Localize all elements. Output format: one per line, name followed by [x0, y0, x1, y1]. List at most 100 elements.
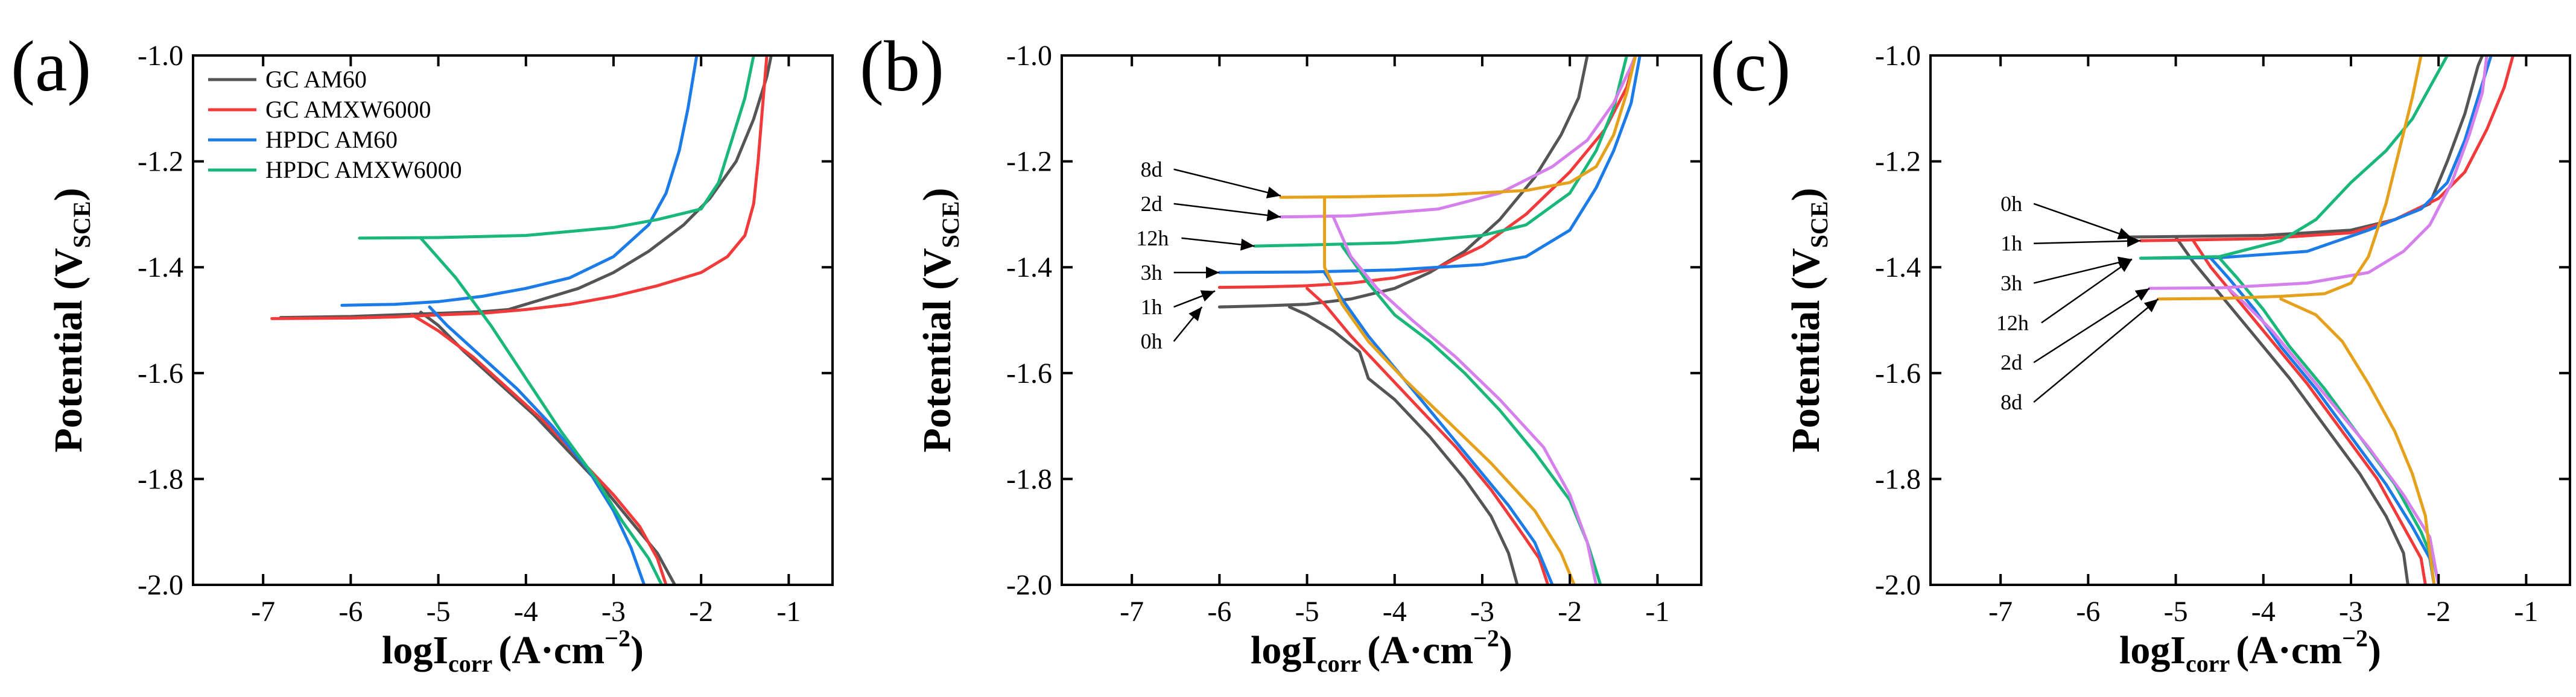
- x-axis-title-exponent: −2: [2342, 625, 2368, 652]
- series-group: [1217, 55, 1642, 585]
- x-tick-label: -5: [1295, 596, 1319, 628]
- annotation-arrow: [2033, 203, 2133, 239]
- annotation-label: 3h: [2000, 271, 2022, 295]
- y-tick-label: -1.8: [1875, 463, 1921, 495]
- annotation: 0h: [2000, 192, 2133, 239]
- annotation-arrow: [1173, 203, 1281, 221]
- annotation-arrow: [2033, 298, 2159, 403]
- chart-panel-c: (c) -7 -6 -5 -4 -3 -2 -1 -2.0 -1.8 -1.6 -1.4 -1.2 -1.…: [1710, 26, 2571, 677]
- x-axis-title: logIcorr (A·cm−2): [1251, 625, 1512, 677]
- series-group: [270, 55, 773, 585]
- y-tick-label: -2.0: [1875, 569, 1921, 601]
- y-axis-title: Potential (VSCE): [46, 188, 95, 453]
- annotation-label: 3h: [1141, 260, 1163, 285]
- y-tick-label: -1.4: [1006, 251, 1052, 283]
- annotation: 1h: [1141, 290, 1216, 319]
- annotation-label: 0h: [1141, 329, 1163, 353]
- plot-frame: [1929, 54, 2571, 586]
- y-tick-label: -1.2: [1875, 146, 1921, 178]
- series-line: [1279, 55, 1637, 219]
- x-axis-title-units: (A·cm: [498, 628, 604, 672]
- series-line: [2218, 256, 2440, 585]
- annotation-arrow: [2033, 288, 2150, 364]
- annotation-label: 1h: [2000, 232, 2022, 256]
- chart-panel-a: (a) -7 -6 -5 -4 -3 -2 -1 -2.0 -1.8 -1.6 -1.4 -1.2 -1.…: [11, 26, 834, 677]
- legend-label: HPDC AM60: [265, 126, 398, 153]
- series-line: [2139, 55, 2493, 260]
- annotation-label: 8d: [1141, 157, 1163, 181]
- series-line: [1217, 55, 1642, 274]
- annotation-arrow: [1173, 168, 1281, 198]
- annotation-label: 8d: [2000, 390, 2022, 414]
- x-tick-label: -4: [1383, 596, 1407, 628]
- x-axis-title-units: (A·cm: [2236, 628, 2342, 672]
- y-tick-label: -1.2: [138, 146, 183, 178]
- annotation: 8d: [1141, 157, 1281, 198]
- annotation-label: 12h: [1996, 311, 2029, 335]
- y-tick-label: -1.0: [138, 40, 183, 72]
- x-tick-label: -5: [2164, 596, 2188, 628]
- annotation-label: 0h: [2000, 192, 2022, 216]
- series-line: [1323, 271, 1554, 585]
- x-axis-title-exponent: −2: [1473, 625, 1499, 652]
- series-line: [1288, 305, 1519, 585]
- annotation: 2d: [1141, 192, 1281, 221]
- x-axis-title-close: ): [630, 628, 644, 672]
- y-tick-label: -1.8: [1006, 463, 1052, 495]
- annotation: 12h: [1136, 226, 1255, 251]
- x-axis-title-close: ): [1499, 628, 1512, 672]
- series-line: [1323, 195, 1576, 585]
- series-line: [1305, 286, 1550, 585]
- x-tick-label: -7: [251, 596, 275, 628]
- annotation-label: 1h: [1141, 295, 1163, 319]
- series-line: [2157, 55, 2423, 301]
- x-axis-title-exponent: −2: [604, 625, 630, 652]
- x-tick-label: -6: [2076, 596, 2100, 628]
- series-line: [1340, 244, 1602, 585]
- y-tick-label: -2.0: [1006, 569, 1052, 601]
- y-axis-title-close: ): [1784, 188, 1828, 201]
- annotation: 8d: [2000, 298, 2159, 414]
- y-tick-label: -1.4: [1875, 251, 1921, 283]
- y-tick-label: -1.8: [138, 463, 183, 495]
- annotation-arrow: [2041, 259, 2133, 324]
- annotation: 2d: [2000, 288, 2150, 374]
- y-axis-title-main: Potential (V: [46, 248, 90, 452]
- x-axis-title-main: logI: [382, 628, 448, 672]
- y-axis-title-main: Potential (V: [1784, 248, 1828, 452]
- annotation: 0h: [1141, 306, 1203, 353]
- series-line: [2209, 256, 2436, 585]
- x-axis-title-sub: corr: [2186, 650, 2230, 677]
- series-line: [410, 313, 668, 585]
- y-tick-label: -1.6: [1006, 358, 1052, 390]
- legend-label: GC AM60: [265, 66, 367, 93]
- x-tick-label: -7: [1120, 596, 1144, 628]
- x-axis-title-units: (A·cm: [1367, 628, 1473, 672]
- x-tick-label: -2: [1558, 596, 1582, 628]
- series-line: [358, 55, 755, 240]
- annotation: 12h: [1996, 259, 2133, 335]
- x-tick-label: -4: [514, 596, 538, 628]
- series-line: [2174, 235, 2409, 585]
- annotation-arrow: [2033, 256, 2133, 284]
- y-axis-title-close: ): [915, 188, 959, 201]
- series-line: [2279, 297, 2436, 585]
- series-line: [2139, 55, 2449, 260]
- y-axis-title-main: Potential (V: [915, 248, 959, 452]
- annotation-arrow: [1173, 306, 1203, 342]
- x-tick-label: -1: [776, 596, 801, 628]
- series-line: [279, 55, 773, 320]
- x-axis-title: logIcorr (A·cm−2): [382, 625, 644, 677]
- series-group: [2122, 55, 2515, 585]
- annotation: 1h: [2000, 232, 2141, 256]
- y-tick-label: -1.2: [1006, 146, 1052, 178]
- y-axis-title-sub: SCE: [68, 201, 95, 248]
- series-line: [2192, 239, 2427, 585]
- x-tick-label: -2: [2426, 596, 2451, 628]
- x-tick-label: -6: [338, 596, 363, 628]
- y-axis-title: Potential (VSCE): [1784, 188, 1833, 453]
- x-tick-label: -3: [1470, 596, 1494, 628]
- x-axis-title-main: logI: [1251, 628, 1317, 672]
- annotation-label: 12h: [1136, 226, 1169, 250]
